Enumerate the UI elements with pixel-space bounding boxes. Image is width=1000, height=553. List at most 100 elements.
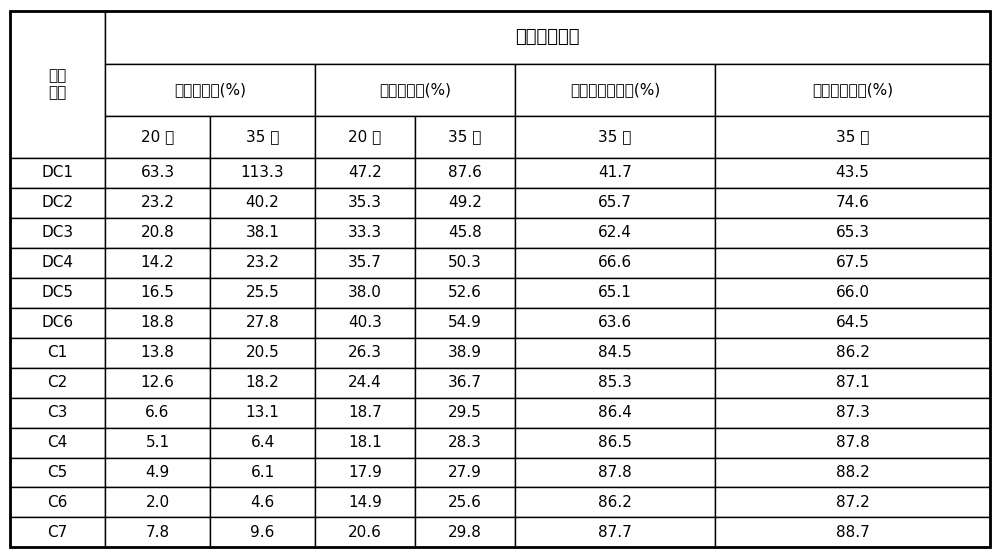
Text: 20.8: 20.8 [141, 225, 174, 240]
Text: 113.3: 113.3 [241, 165, 284, 180]
Bar [105, 217, 210, 248]
Text: 14.2: 14.2 [141, 255, 174, 270]
Text: 18.8: 18.8 [141, 315, 174, 330]
Bar [715, 488, 990, 518]
Text: 87.7: 87.7 [598, 525, 632, 540]
Text: 13.8: 13.8 [141, 345, 174, 360]
Text: 36.7: 36.7 [448, 375, 482, 390]
Bar [10, 518, 105, 547]
Bar [715, 64, 990, 116]
Bar [415, 398, 515, 427]
Bar [415, 116, 515, 158]
Bar [415, 427, 515, 457]
Bar [105, 307, 210, 337]
Text: 86.5: 86.5 [598, 435, 632, 450]
Bar [415, 158, 515, 187]
Text: 33.3: 33.3 [348, 225, 382, 240]
Text: 2.0: 2.0 [145, 495, 170, 510]
Bar [315, 518, 415, 547]
Bar [515, 217, 715, 248]
Text: 66.0: 66.0 [836, 285, 870, 300]
Bar [715, 217, 990, 248]
Text: 88.2: 88.2 [836, 465, 869, 480]
Text: 35 天: 35 天 [246, 129, 279, 144]
Text: 84.5: 84.5 [598, 345, 632, 360]
Bar [315, 488, 415, 518]
Bar [315, 398, 415, 427]
Bar [415, 217, 515, 248]
Text: C3: C3 [47, 405, 68, 420]
Text: 62.4: 62.4 [598, 225, 632, 240]
Text: 25.5: 25.5 [246, 285, 279, 300]
Bar [515, 457, 715, 488]
Bar [715, 248, 990, 278]
Text: 74.6: 74.6 [836, 195, 869, 210]
Bar [105, 187, 210, 217]
Bar [210, 398, 315, 427]
Text: 4.6: 4.6 [250, 495, 275, 510]
Bar [715, 368, 990, 398]
Text: 43.5: 43.5 [836, 165, 869, 180]
Bar [315, 187, 415, 217]
Text: 6.1: 6.1 [250, 465, 275, 480]
Bar [515, 427, 715, 457]
Bar [415, 278, 515, 307]
Bar [10, 187, 105, 217]
Text: 剩余容量保持率(%): 剩余容量保持率(%) [570, 82, 660, 97]
Bar [315, 248, 415, 278]
Text: 28.3: 28.3 [448, 435, 482, 450]
Bar [515, 278, 715, 307]
Bar [210, 337, 315, 368]
Bar [210, 217, 315, 248]
Bar [105, 398, 210, 427]
Text: DC1: DC1 [41, 165, 74, 180]
Text: 87.1: 87.1 [836, 375, 869, 390]
Bar [315, 116, 415, 158]
Bar [515, 368, 715, 398]
Text: 35 天: 35 天 [448, 129, 482, 144]
Bar [415, 187, 515, 217]
Bar [10, 427, 105, 457]
Bar [105, 368, 210, 398]
Bar [415, 248, 515, 278]
Bar [315, 278, 415, 307]
Text: DC6: DC6 [41, 315, 74, 330]
Bar [105, 518, 210, 547]
Bar [315, 217, 415, 248]
Bar [210, 158, 315, 187]
Text: 66.6: 66.6 [598, 255, 632, 270]
Text: 16.5: 16.5 [141, 285, 174, 300]
Bar [210, 116, 315, 158]
Bar [515, 307, 715, 337]
Text: DC5: DC5 [41, 285, 74, 300]
Bar [515, 398, 715, 427]
Text: 27.8: 27.8 [246, 315, 279, 330]
Bar [515, 248, 715, 278]
Text: 20 天: 20 天 [348, 129, 382, 144]
Bar [315, 158, 415, 187]
Text: 63.6: 63.6 [598, 315, 632, 330]
Text: 86.4: 86.4 [598, 405, 632, 420]
Text: 12.6: 12.6 [141, 375, 174, 390]
Text: 87.8: 87.8 [836, 435, 869, 450]
Bar [715, 427, 990, 457]
Text: 35 天: 35 天 [836, 129, 869, 144]
Bar [105, 248, 210, 278]
Bar [515, 187, 715, 217]
Text: 88.7: 88.7 [836, 525, 869, 540]
Bar [105, 278, 210, 307]
Text: 87.8: 87.8 [598, 465, 632, 480]
Bar [10, 337, 105, 368]
Text: C2: C2 [47, 375, 68, 390]
Text: 恢复容量比率(%): 恢复容量比率(%) [812, 82, 893, 97]
Bar [10, 248, 105, 278]
Bar [515, 116, 715, 158]
Text: 35 天: 35 天 [598, 129, 632, 144]
Bar [210, 518, 315, 547]
Bar [415, 307, 515, 337]
Text: 25.6: 25.6 [448, 495, 482, 510]
Text: 电池
编号: 电池 编号 [48, 68, 67, 101]
Text: C1: C1 [47, 345, 68, 360]
Text: 14.9: 14.9 [348, 495, 382, 510]
Bar [715, 116, 990, 158]
